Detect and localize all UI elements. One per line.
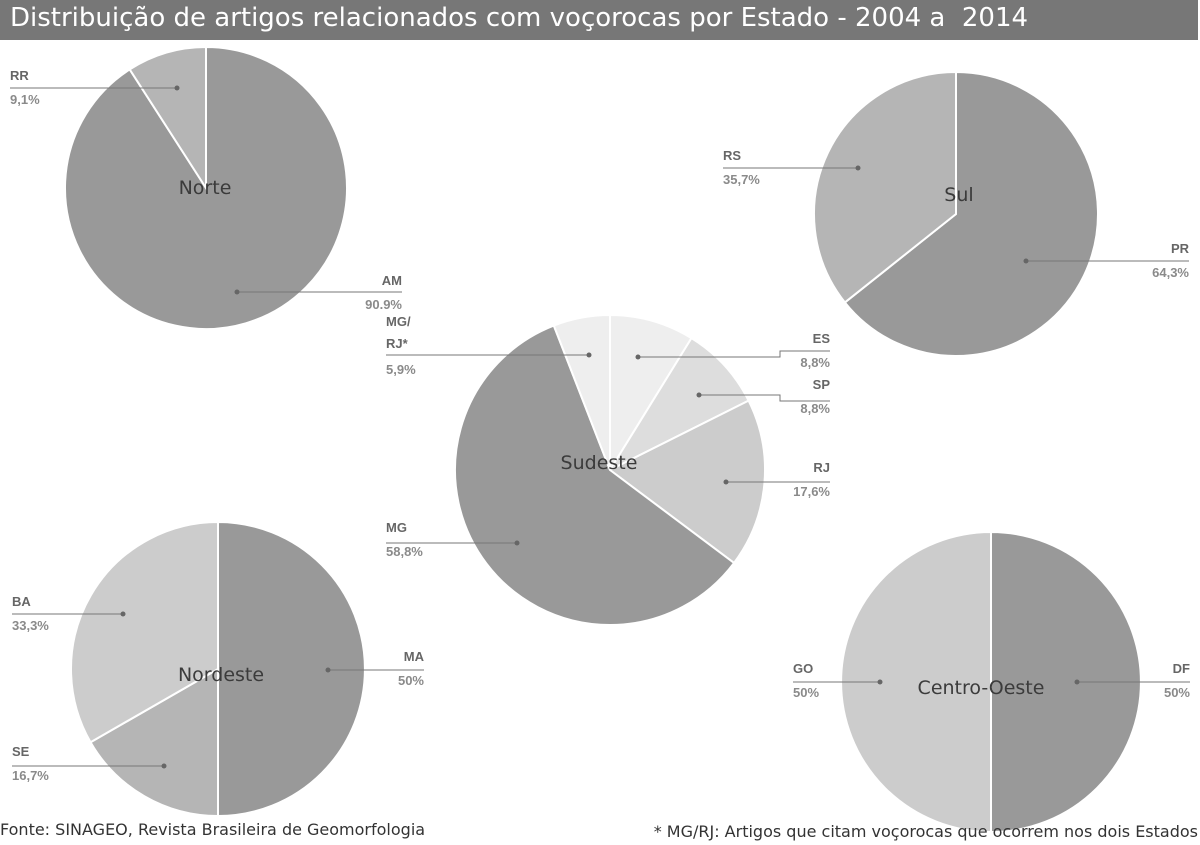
pie-nordeste: MA 50% SE 16,7% BA 33,3% Nordeste (12, 520, 425, 818)
leader-dot-es (635, 354, 641, 360)
slice-label-rj: RJ (813, 460, 830, 475)
slice-label-mg: MG (386, 520, 407, 535)
slice-value-am: 90.9% (365, 297, 402, 312)
leader-dot-rj (723, 479, 729, 485)
region-label-sul: Sul (944, 184, 973, 206)
slice-value-pr: 64,3% (1152, 265, 1189, 280)
slice-label-pr: PR (1171, 241, 1190, 256)
title-bar: Distribuição de artigos relacionados com… (0, 0, 1198, 40)
slice-value-mg: 58,8% (386, 544, 423, 559)
pie-slice-rr (128, 45, 207, 192)
slice-value-ba: 33,3% (12, 618, 49, 633)
slice-value-go: 50% (793, 685, 819, 700)
pie-slice-mg-rj- (552, 313, 611, 471)
region-label-nordeste: Nordeste (178, 664, 264, 686)
slice-value-df: 50% (1164, 685, 1190, 700)
slice-value-rs: 35,7% (723, 172, 760, 187)
slice-label-es: ES (813, 331, 831, 346)
leader-dot-rr (174, 85, 180, 91)
leader-line-es (638, 350, 830, 358)
leader-dot-sp (696, 392, 702, 398)
region-label-centro-oeste: Centro-Oeste (918, 677, 1045, 699)
slice-value-mg-rj-: 5,9% (386, 362, 416, 377)
pie-sudeste: ES 8,8% SP 8,8% RJ 17,6% MG 58,8% MG/RJ* 5,9% Sude… (386, 313, 831, 626)
slice-value-ma: 50% (398, 673, 424, 688)
leader-dot-se (161, 763, 167, 769)
pie-slice-se (89, 667, 219, 818)
pie-sul: PR 64,3% RS 35,7% Sul (723, 70, 1190, 357)
footnote: * MG/RJ: Artigos que citam voçorocas que… (653, 822, 1198, 841)
pie-slice-sp (607, 336, 750, 473)
pie-norte: AM 90.9% RR 9,1% Norte (10, 45, 402, 330)
slice-value-sp: 8,8% (800, 401, 830, 416)
slice-label-am: AM (382, 273, 402, 288)
slice-value-rr: 9,1% (10, 92, 40, 107)
pie-centro-oeste: DF 50% GO 50% Centro-Oeste (793, 530, 1190, 834)
pie-slice-mg (454, 324, 736, 626)
slice-value-rj: 17,6% (793, 484, 830, 499)
slice-label-rr: RR (10, 68, 29, 83)
pie-slice-ma (217, 520, 366, 818)
slice-value-se: 16,7% (12, 768, 49, 783)
slice-label-rs: RS (723, 148, 741, 163)
leader-dot-am (234, 289, 240, 295)
chart-title: Distribuição de artigos relacionados com… (10, 3, 1029, 33)
leader-dot-ba (120, 611, 126, 617)
slice-label-mg-rj--2: RJ* (386, 336, 409, 351)
region-label-norte: Norte (179, 177, 232, 199)
leader-dot-rs (855, 165, 861, 171)
slice-label-se: SE (12, 744, 30, 759)
slice-value-es: 8,8% (800, 355, 830, 370)
leader-dot-df (1074, 679, 1080, 685)
pie-slice-ba (70, 520, 219, 744)
leader-dot-go (877, 679, 883, 685)
pie-slice-pr (843, 70, 1099, 357)
leader-dot-ma (325, 667, 331, 673)
pie-slice-es (609, 313, 693, 474)
leader-dot-pr (1023, 258, 1029, 264)
slice-label-go: GO (793, 661, 813, 676)
pie-slice-rs (813, 70, 957, 304)
slice-label-mg-rj--1: MG/ (386, 314, 411, 329)
leader-dot-mg-rj- (586, 352, 592, 358)
slice-label-ma: MA (404, 649, 425, 664)
pie-slice-rj (608, 399, 766, 565)
slice-label-ba: BA (12, 594, 31, 609)
leader-line-sp (699, 394, 830, 402)
slice-label-df: DF (1173, 661, 1190, 676)
source-note: Fonte: SINAGEO, Revista Brasileira de Ge… (0, 820, 426, 839)
slice-label-sp: SP (813, 377, 831, 392)
leader-dot-mg (514, 540, 520, 546)
region-label-sudeste: Sudeste (561, 452, 638, 474)
